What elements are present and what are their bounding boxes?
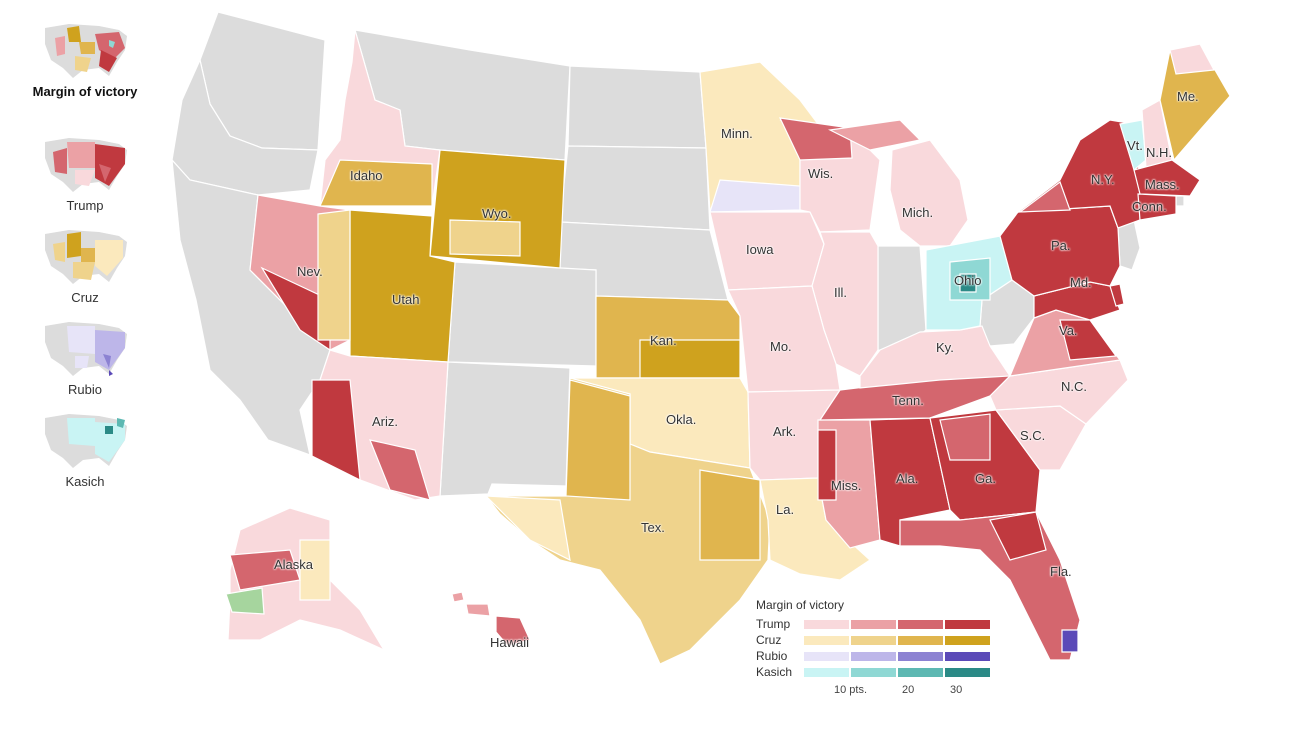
state-idaho-south [319, 159, 433, 207]
state-iowa [709, 211, 825, 291]
state-massachusetts [1133, 159, 1201, 197]
state-maine-north [1169, 43, 1215, 75]
legend-swatch [804, 635, 849, 645]
thumbnail-kasich-label: Kasich [65, 474, 105, 489]
legend-scale-label: 20 [902, 684, 915, 696]
legend-swatch [851, 667, 896, 677]
legend-swatch [898, 651, 943, 661]
state-connecticut [1137, 193, 1177, 221]
map-legend: Margin of victory Trump Cruz Rubio Kasic… [756, 598, 1006, 698]
state-utah-west [317, 209, 351, 341]
legend-swatch [804, 651, 849, 661]
thumbnail-rubio[interactable]: Rubio [30, 318, 140, 398]
thumbnail-cruz[interactable]: Cruz [30, 226, 140, 306]
state-texas [484, 377, 771, 665]
state-new-york-west [1018, 181, 1071, 213]
state-michigan [889, 139, 969, 247]
state-texas-west [484, 495, 571, 562]
legend-swatch [898, 635, 943, 645]
thumbnail-margin-label: Margin of victory [32, 84, 138, 99]
state-missouri [727, 285, 841, 393]
state-illinois [811, 231, 879, 377]
state-kentucky [859, 325, 1012, 389]
state-hawaii-2 [465, 603, 491, 617]
state-delaware [1109, 283, 1125, 307]
legend-title: Margin of victory [756, 598, 845, 612]
state-new-mexico [439, 361, 571, 497]
legend-candidate-name: Rubio [756, 649, 788, 663]
legend-swatch [851, 635, 896, 645]
state-north-dakota [567, 65, 707, 149]
thumbnail-kasich[interactable]: Kasich [30, 410, 140, 490]
state-alaska-central [229, 549, 301, 591]
state-virginia-east [1059, 319, 1118, 361]
state-new-jersey [1117, 219, 1141, 271]
thumbnail-rubio-map [45, 322, 127, 376]
us-map: Idaho Nev. Utah Ariz. Wyo. Minn. Iowa Ka… [160, 0, 1240, 705]
state-mississippi-west [817, 429, 837, 501]
state-hawaii-1 [451, 591, 465, 603]
state-texas-east [699, 469, 761, 561]
state-rhode-island [1175, 195, 1185, 207]
state-colorado [447, 261, 597, 367]
thumbnail-margin[interactable]: Margin of victory [30, 20, 140, 100]
thumbnail-rubio-label: Rubio [68, 382, 102, 397]
state-wyoming-mid [449, 219, 521, 257]
thumbnail-margin-map [45, 24, 127, 78]
legend-row-cruz: Cruz [756, 632, 1006, 648]
legend-scale: 10 pts. 20 30 [756, 682, 1006, 698]
thumbnail-trump-map [45, 138, 127, 192]
thumbnail-trump[interactable]: Trump [30, 134, 140, 214]
state-oregon [171, 58, 319, 196]
state-pennsylvania [999, 205, 1121, 297]
state-alaska-east [299, 539, 331, 601]
thumbnail-kasich-map [45, 414, 127, 468]
legend-row-kasich: Kasich [756, 664, 1006, 680]
legend-row-trump: Trump [756, 616, 1006, 632]
state-georgia-north [939, 413, 991, 461]
legend-swatch [945, 635, 990, 645]
state-florida-miami [1061, 629, 1079, 653]
state-ohio-core [959, 273, 977, 293]
legend-candidate-name: Cruz [756, 633, 782, 647]
legend-row-rubio: Rubio [756, 648, 1006, 664]
state-hawaii-3 [495, 615, 531, 647]
legend-swatch [898, 667, 943, 677]
legend-scale-label: 10 pts. [834, 684, 868, 696]
legend-scale-label: 30 [950, 684, 963, 696]
legend-swatch [945, 651, 990, 661]
legend-candidate-name: Trump [756, 617, 791, 631]
legend-swatch [804, 619, 849, 629]
state-wisconsin-north [778, 117, 853, 161]
state-kansas-east [639, 339, 741, 379]
legend-swatch [945, 667, 990, 677]
legend-candidate-name: Kasich [756, 665, 793, 679]
thumbnail-cruz-label: Cruz [71, 290, 99, 305]
state-arizona-west [311, 379, 361, 482]
thumbnail-trump-label: Trump [66, 198, 104, 213]
state-minnesota-south [709, 179, 801, 213]
state-south-dakota [559, 145, 711, 231]
legend-swatch [898, 619, 943, 629]
legend-swatch [804, 667, 849, 677]
legend-swatch [945, 619, 990, 629]
state-arizona-south [369, 439, 431, 501]
legend-swatch [851, 619, 896, 629]
state-michigan-up [828, 119, 922, 151]
state-texas-panhandle [565, 379, 631, 501]
state-florida-north [989, 511, 1047, 561]
state-alaska-kodiak [225, 587, 265, 615]
legend-swatch [851, 651, 896, 661]
thumbnail-cruz-map [45, 230, 127, 284]
us-map-svg [171, 11, 1231, 665]
